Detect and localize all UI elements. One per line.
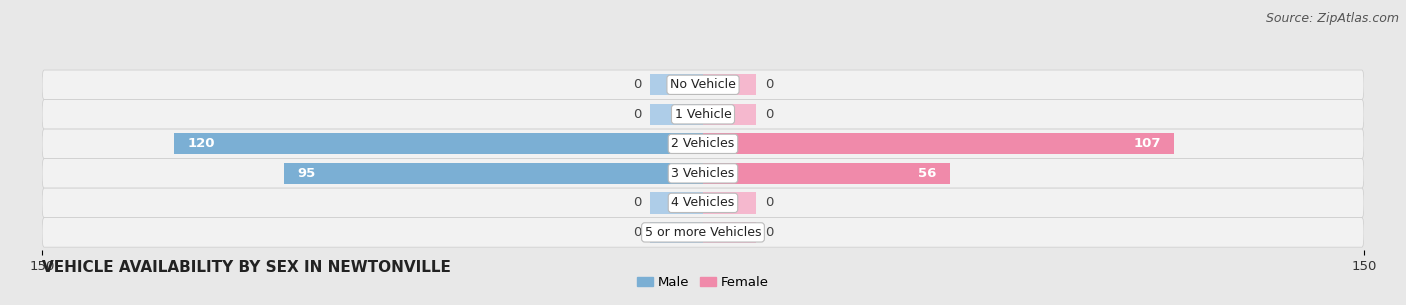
- Text: 0: 0: [765, 196, 773, 209]
- Bar: [703, 104, 756, 125]
- Text: 3 Vehicles: 3 Vehicles: [672, 167, 734, 180]
- Bar: [650, 192, 703, 214]
- Text: 0: 0: [765, 226, 773, 239]
- Text: 120: 120: [187, 137, 215, 150]
- Text: 0: 0: [633, 108, 641, 121]
- Text: Source: ZipAtlas.com: Source: ZipAtlas.com: [1265, 12, 1399, 25]
- FancyBboxPatch shape: [42, 159, 1364, 188]
- Text: 0: 0: [633, 196, 641, 209]
- Text: 4 Vehicles: 4 Vehicles: [672, 196, 734, 209]
- Bar: [650, 104, 703, 125]
- Text: 0: 0: [765, 78, 773, 91]
- FancyBboxPatch shape: [42, 218, 1364, 247]
- Legend: Male, Female: Male, Female: [631, 271, 775, 295]
- FancyBboxPatch shape: [42, 99, 1364, 129]
- Text: 0: 0: [765, 108, 773, 121]
- Bar: [703, 74, 756, 95]
- Bar: [174, 133, 703, 154]
- Text: 5 or more Vehicles: 5 or more Vehicles: [645, 226, 761, 239]
- Bar: [703, 192, 756, 214]
- Text: 0: 0: [633, 226, 641, 239]
- Text: 95: 95: [298, 167, 316, 180]
- Text: 107: 107: [1133, 137, 1161, 150]
- Bar: [703, 163, 949, 184]
- Bar: [650, 74, 703, 95]
- Text: 56: 56: [918, 167, 936, 180]
- Text: 1 Vehicle: 1 Vehicle: [675, 108, 731, 121]
- FancyBboxPatch shape: [42, 129, 1364, 159]
- Text: 0: 0: [633, 78, 641, 91]
- FancyBboxPatch shape: [42, 70, 1364, 99]
- Bar: [284, 163, 703, 184]
- Text: 2 Vehicles: 2 Vehicles: [672, 137, 734, 150]
- Text: No Vehicle: No Vehicle: [671, 78, 735, 91]
- Text: VEHICLE AVAILABILITY BY SEX IN NEWTONVILLE: VEHICLE AVAILABILITY BY SEX IN NEWTONVIL…: [42, 260, 451, 275]
- Bar: [703, 222, 756, 243]
- Bar: [703, 133, 1174, 154]
- FancyBboxPatch shape: [42, 188, 1364, 218]
- Bar: [650, 222, 703, 243]
